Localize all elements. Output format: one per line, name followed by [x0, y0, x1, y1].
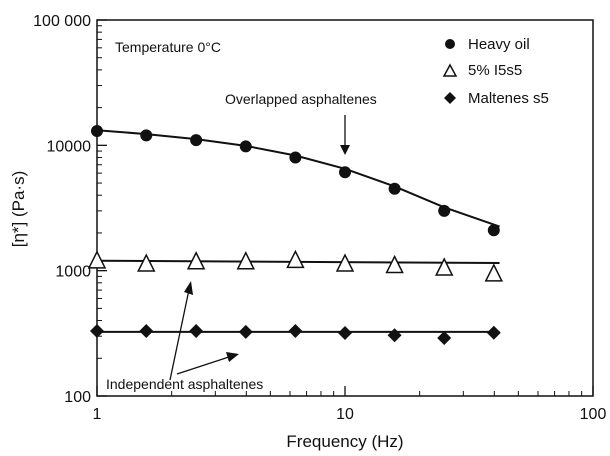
maltenes-s5-point: [238, 324, 253, 339]
overlapped-arrowhead: [340, 145, 350, 155]
temperature-annotation: Temperature 0°C: [115, 39, 221, 55]
y-tick-label: 10000: [47, 138, 92, 155]
maltenes-s5-point: [387, 328, 402, 343]
5pct-i5s5-point: [87, 250, 107, 269]
independent-arrowhead-2: [226, 352, 239, 362]
independent-arrow-line-1: [169, 284, 191, 381]
independent-arrowhead-1: [184, 281, 193, 295]
y-tick-label: 100: [64, 389, 91, 406]
independent-asphaltenes-label: Independent asphaltenes: [106, 376, 263, 392]
5pct-i5s5-point: [186, 251, 206, 270]
maltenes-s5-point: [90, 324, 104, 339]
heavy-oil-point: [140, 129, 153, 142]
5pct-i5s5-point: [385, 254, 404, 274]
heavy-oil-point: [91, 125, 103, 138]
maltenes-s5-point: [338, 326, 352, 341]
legend-maltenes-s5-label: Maltenes s5: [468, 90, 549, 107]
y-axis-ticks: 100 1000 10000 100 000: [33, 13, 107, 406]
overlapped-arrow: [340, 115, 350, 155]
legend: Heavy oil 5% I5s5 Maltenes s5: [442, 36, 549, 107]
independent-arrows: [169, 281, 239, 381]
5pct-i5s5-point: [484, 263, 504, 282]
legend-heavy-oil-label: Heavy oil: [468, 36, 530, 53]
x-tick-label: 10: [336, 406, 354, 423]
heavy-oil-point: [487, 224, 500, 237]
y-axis-label: [η*] (Pa·s): [9, 171, 28, 248]
x-axis-ticks: 1 10 100: [93, 386, 607, 423]
y-tick-label: 100 000: [33, 13, 91, 30]
5pct-i5s5-point: [434, 257, 454, 276]
y-tick-label: 1000: [55, 264, 91, 281]
maltenes-s5-point: [139, 324, 154, 339]
legend-5pct-i5s5-marker: [442, 63, 458, 77]
overlapped-asphaltenes-label: Overlapped asphaltenes: [225, 91, 377, 107]
heavy-oil-point: [239, 140, 252, 153]
legend-maltenes-s5-marker: [444, 92, 456, 104]
heavy-oil-point: [339, 166, 351, 179]
heavy-oil-point: [438, 204, 451, 217]
heavy-oil-point: [388, 182, 401, 195]
maltenes-s5-point: [437, 331, 452, 346]
5pct-i5s5-point: [335, 253, 355, 272]
x-tick-label: 1: [93, 406, 102, 423]
5pct-i5s5-point: [137, 253, 156, 272]
independent-arrow-line-2: [176, 354, 236, 375]
heavy-oil-point: [289, 151, 302, 164]
legend-5pct-i5s5-label: 5% I5s5: [468, 62, 522, 79]
maltenes-s5-point: [189, 324, 204, 339]
maltenes-s5-point: [288, 324, 303, 339]
x-tick-label: 100: [580, 406, 607, 423]
5pct-i5s5-point: [286, 249, 305, 269]
legend-heavy-oil-marker: [445, 39, 455, 49]
5pct-i5s5-point: [236, 251, 255, 270]
maltenes-s5-point: [486, 325, 501, 340]
x-axis-label: Frequency (Hz): [286, 432, 403, 451]
series-layer: [87, 125, 504, 346]
heavy-oil-point: [190, 134, 203, 147]
